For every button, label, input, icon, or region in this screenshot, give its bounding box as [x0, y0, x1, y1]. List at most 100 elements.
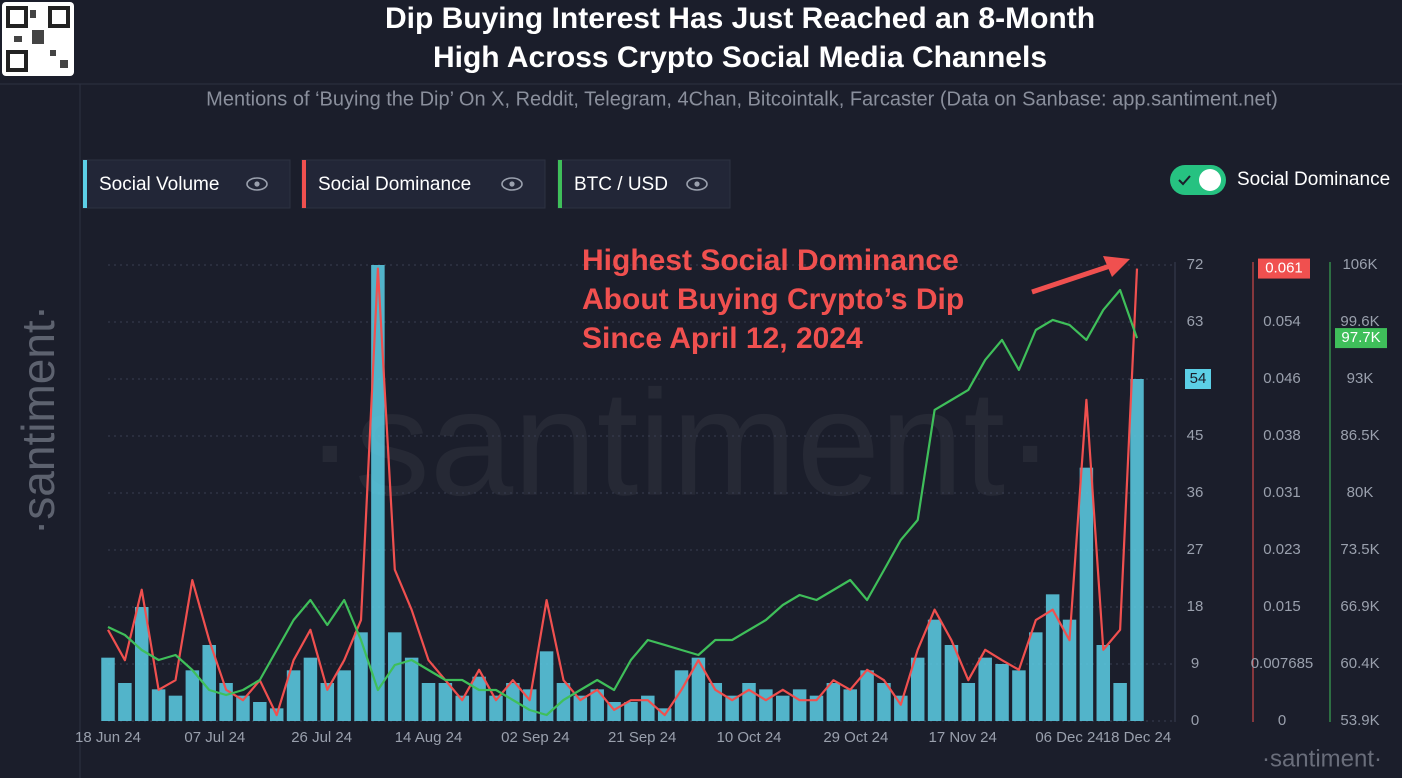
bar: [809, 695, 824, 721]
bar: [792, 689, 807, 721]
y-tick-label: 36: [1187, 484, 1204, 501]
y-tick-label: 18: [1187, 598, 1204, 615]
x-tick-label: 18 Dec 24: [1103, 729, 1171, 746]
legend-eye-pupil: [254, 181, 260, 187]
bar: [168, 695, 183, 721]
current-value-box: [1258, 258, 1310, 279]
bar: [927, 619, 942, 721]
line: [107, 267, 1139, 717]
bar: [404, 657, 419, 721]
y2-tick-label: 0.015: [1263, 598, 1301, 615]
bar: [472, 676, 486, 721]
annotation: Highest Social Dominance: [582, 244, 959, 277]
bar: [1045, 594, 1060, 721]
y2-tick-label: 0.054: [1263, 313, 1301, 330]
legend-label: BTC / USD: [574, 174, 668, 195]
y2-tick-label: 0.038: [1263, 427, 1301, 444]
bar: [556, 683, 571, 721]
legend-box: [557, 159, 731, 209]
legend-eye[interactable]: [686, 177, 708, 191]
toggle-check: [1178, 175, 1191, 186]
bar: [202, 645, 216, 721]
bar: [151, 689, 166, 721]
y3-tick-label: 86.5K: [1340, 427, 1379, 444]
legend-eye[interactable]: [246, 177, 268, 191]
bar: [573, 695, 588, 721]
bar: [860, 670, 874, 721]
bar: [910, 657, 925, 721]
y3-tick-label: 73.5K: [1340, 541, 1379, 558]
x-tick-label: 18 Jun 24: [75, 729, 141, 746]
y-tick-label: 72: [1187, 256, 1204, 273]
subtitle: Mentions of ‘Buying the Dip’ On X, Reddi…: [206, 88, 1278, 110]
qr-code: [2, 2, 74, 76]
bar: [118, 683, 132, 721]
bar: [843, 689, 857, 721]
bar: [421, 683, 436, 721]
bar: [236, 695, 250, 721]
x-tick-label: 29 Oct 24: [823, 729, 888, 746]
y-tick-label: 9: [1191, 655, 1199, 672]
bar: [1079, 467, 1094, 721]
legend-swatch: [302, 160, 306, 208]
bar: [371, 265, 385, 721]
bar: [725, 695, 739, 721]
bar: [877, 683, 891, 721]
bar: [253, 702, 267, 721]
y-tick-label: 45: [1187, 427, 1204, 444]
legend-swatch: [83, 160, 87, 208]
watermark: ·santiment·: [305, 359, 1055, 527]
bar: [185, 670, 200, 721]
bar: [894, 695, 908, 721]
y3-tick-label: 53.9K: [1340, 712, 1379, 729]
y3-tick-label: 66.9K: [1340, 598, 1379, 615]
bar: [995, 664, 1009, 721]
y2-tick-label: 0.007685: [1251, 655, 1314, 672]
bar: [944, 645, 959, 721]
current-value-label: 97.7K: [1341, 329, 1380, 346]
x-tick-label: 02 Sep 24: [501, 729, 569, 746]
bar: [539, 651, 554, 721]
bar: [961, 683, 976, 721]
y3-tick-label: 106K: [1342, 256, 1377, 273]
toggle-label[interactable]: Social Dominance: [1237, 169, 1390, 190]
bar: [388, 632, 402, 721]
bar: [691, 657, 706, 721]
legend-swatch: [558, 160, 562, 208]
legend-label: Social Dominance: [318, 174, 471, 195]
bar: [506, 683, 520, 721]
title-line: High Across Crypto Social Media Channels: [433, 41, 1047, 74]
bar: [1113, 683, 1127, 721]
toggle-knob[interactable]: [1199, 169, 1221, 191]
x-tick-label: 21 Sep 24: [608, 729, 676, 746]
y3-tick-label: 80K: [1347, 484, 1374, 501]
bar: [303, 657, 318, 721]
x-tick-label: 17 Nov 24: [928, 729, 996, 746]
y-tick-label: 63: [1187, 313, 1204, 330]
watermark-corner: ·santiment·: [1262, 745, 1382, 772]
bar: [354, 632, 368, 721]
y2-tick-label: 0: [1278, 712, 1286, 729]
bar: [134, 607, 149, 721]
bar: [1029, 632, 1043, 721]
current-value-box: [1335, 328, 1387, 349]
bar: [590, 689, 604, 721]
legend-eye-pupil: [694, 181, 700, 187]
bar: [438, 683, 453, 721]
x-tick-label: 07 Jul 24: [184, 729, 245, 746]
y-tick-label: 27: [1187, 541, 1204, 558]
bar: [1130, 379, 1144, 721]
bar: [1012, 670, 1026, 721]
title-line: Dip Buying Interest Has Just Reached an …: [385, 2, 1095, 35]
bar: [776, 695, 790, 721]
y3-tick-label: 60.4K: [1340, 655, 1379, 672]
bar: [759, 689, 773, 721]
bar: [455, 695, 469, 721]
y-tick-label: 0: [1191, 712, 1199, 729]
legend-eye[interactable]: [501, 177, 523, 191]
x-tick-label: 10 Oct 24: [716, 729, 781, 746]
current-value-box: [1185, 369, 1211, 389]
bar: [624, 702, 638, 721]
bar: [489, 695, 503, 721]
